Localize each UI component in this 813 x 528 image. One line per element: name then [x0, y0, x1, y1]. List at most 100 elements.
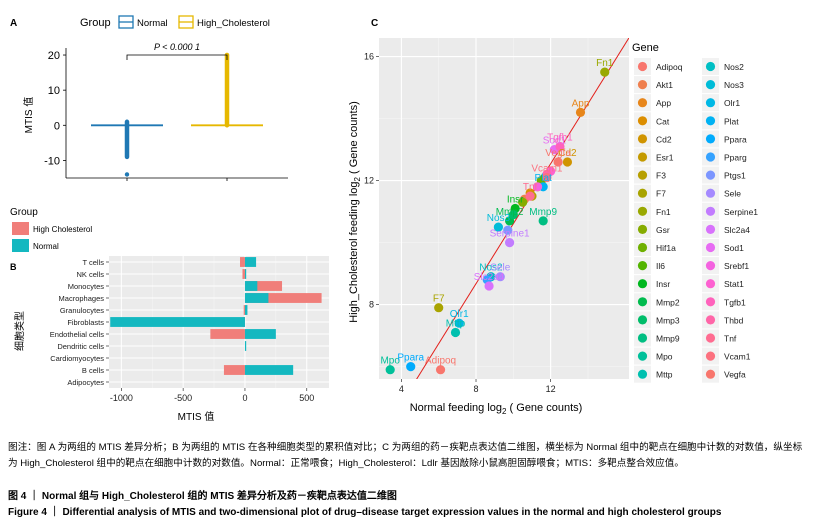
panel-c-point-label: Mpo: [380, 356, 400, 367]
panel-c-legend-item-plat: Plat: [702, 112, 739, 130]
panel-b-legend-title: Group: [10, 207, 38, 218]
panel-c-legend-item-insr: Insr: [634, 275, 670, 293]
panel-a-axes: -10 0 10 20: [44, 48, 288, 181]
panel-b-category-label: T cells: [82, 258, 104, 267]
panel-b-xlabel: MTIS 值: [178, 410, 215, 423]
legend-label: Tgfb1: [724, 297, 746, 307]
panel-c-point-mpo: [385, 365, 395, 375]
panel-c-legend-item-nos3: Nos3: [702, 76, 744, 94]
panel-c-legend-item-srebf1: Srebf1: [702, 257, 749, 275]
panel-c-reference-line: [416, 38, 629, 379]
panel-c-legend-item-mmp2: Mmp2: [634, 293, 680, 311]
panel-c-legend-item-f3: F3: [634, 166, 666, 184]
panel-c-ytick-label: 16: [364, 52, 374, 62]
legend-label: Mmp3: [656, 315, 680, 325]
legend-label: Ptgs1: [724, 171, 746, 181]
panel-a-extreme-point: [124, 172, 130, 177]
panel-a-box-high-cholesterol: [191, 52, 263, 128]
panel-c-point-vegfa: [553, 157, 563, 167]
panel-c-legend-item-sele: Sele: [702, 184, 741, 202]
legend-label: Sele: [724, 189, 741, 199]
panel-b-category-label: Cardiomyocytes: [50, 354, 104, 363]
legend-dot: [637, 61, 648, 72]
legend-dot: [637, 134, 648, 144]
legend-label: Nos2: [724, 62, 744, 72]
panel-c-point-label: Sele: [490, 263, 510, 274]
legend-dot: [637, 351, 648, 361]
panel-c-legend-item-f7: F7: [634, 184, 666, 202]
panel-c-point-label: Vcam1: [531, 164, 563, 175]
legend-dot: [637, 261, 648, 271]
panel-a-ytick-label: 20: [48, 50, 60, 62]
legend-dot: [705, 98, 716, 108]
legend-label: Cd2: [656, 134, 672, 144]
legend-dot: [637, 333, 648, 343]
panel-b-tag: B: [10, 262, 17, 272]
legend-label: Slc2a4: [724, 225, 750, 235]
panel-c-point-app: [575, 107, 586, 117]
legend-dot: [637, 80, 648, 90]
panel-c-ytick-label: 8: [369, 300, 374, 310]
figure-4: A Group Normal High_Cholesterol -10 0 10 20…: [10, 15, 758, 423]
legend-label: Serpine1: [724, 207, 758, 217]
legend-dot: [705, 224, 716, 234]
panel-c-legend-item-il6: Il6: [634, 257, 665, 275]
panel-c-xlabel: Normal feeding log2 ( Gene counts): [410, 402, 583, 416]
legend-dot: [705, 188, 716, 198]
panel-c-point-label: Tgfb1: [547, 133, 573, 144]
panel-c-point-ptgs1: [503, 225, 513, 235]
legend-label: Mttp: [656, 370, 673, 380]
panel-c-point-sele: [495, 272, 505, 282]
panel-b-bar: [110, 317, 245, 327]
legend-dot: [637, 152, 648, 162]
legend-dot: [637, 116, 648, 126]
legend-dot: [705, 297, 716, 307]
panel-b-bar: [244, 257, 257, 267]
panel-b-bar: [244, 329, 276, 339]
panel-c-point-serpine1: [504, 238, 515, 248]
panel-c-point-label: Mttp: [446, 319, 466, 330]
panel-a-tag: A: [10, 18, 17, 29]
legend-dot: [705, 279, 716, 289]
panel-c-point-f7: [434, 303, 444, 313]
panel-c-point-mmp3: [508, 210, 518, 220]
panel-b-category-label: Granulocytes: [60, 306, 104, 315]
panel-c-legend-item-mttp: Mttp: [634, 365, 673, 383]
panel-a: A Group Normal High_Cholesterol -10 0 10 20…: [10, 15, 288, 181]
panel-c-point-label: Ppara: [397, 353, 424, 364]
legend-label: Mmp2: [656, 297, 680, 307]
legend-dot: [705, 315, 716, 325]
legend-label: Insr: [656, 279, 670, 289]
legend-label: Stat1: [724, 279, 744, 289]
legend-dot: [637, 242, 648, 253]
legend-dot: [637, 315, 648, 325]
panel-a-ytick-label: 0: [54, 120, 60, 132]
panel-b-bar: [244, 293, 322, 303]
panel-a-legend-high-label: High_Cholesterol: [197, 18, 270, 29]
panel-c-point-tgfb1: [555, 141, 565, 152]
panel-b-bar: [244, 305, 248, 315]
panel-b: Group High Cholesterol Normal B T cells N…: [10, 207, 329, 423]
panel-c-point-label: Insr: [507, 195, 524, 206]
panel-c-legend-item-ppara: Ppara: [702, 130, 747, 148]
panel-c-points: [385, 67, 610, 375]
legend-label: Hif1a: [656, 243, 676, 253]
legend-label: Mmp9: [656, 334, 680, 344]
panel-b-category-label: NK cells: [76, 270, 104, 279]
panel-c-point-label: Serpine1: [490, 229, 530, 240]
legend-dot: [705, 80, 716, 90]
panel-a-legend-normal: Normal: [118, 15, 168, 29]
panel-b-bar: [240, 257, 245, 267]
panel-b-xtick-label: -1000: [110, 393, 133, 403]
legend-dot: [637, 188, 648, 198]
legend-dot: [705, 261, 716, 271]
legend-dot: [705, 333, 716, 343]
panel-b-bar: [210, 329, 245, 339]
panel-a-legend-high: High_Cholesterol: [178, 15, 270, 29]
legend-dot: [637, 98, 648, 108]
panel-c-legend-item-adipoq: Adipoq: [634, 58, 683, 75]
legend-label: App: [656, 98, 671, 108]
legend-label: Olr1: [724, 98, 740, 108]
legend-label: Vcam1: [724, 352, 751, 362]
